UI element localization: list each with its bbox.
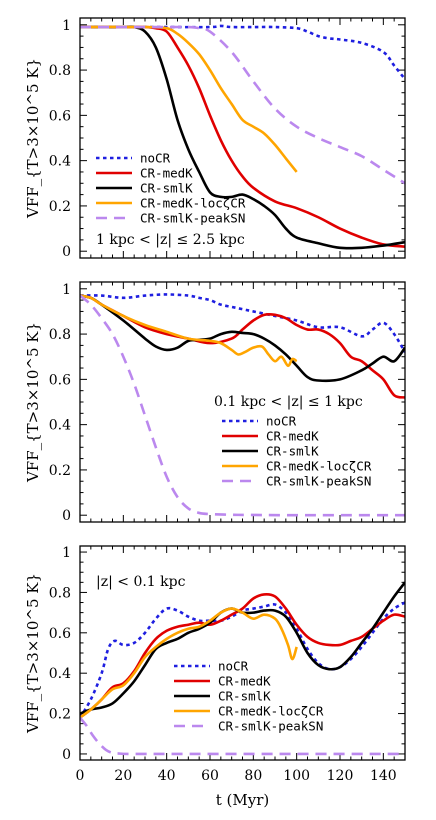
y-tick-label: 0.8: [49, 327, 71, 343]
legend-label: noCR: [140, 151, 171, 166]
y-axis-label: VFF_{T>3×10^5 K}: [24, 322, 42, 483]
y-tick-label: 0.8: [49, 585, 71, 601]
plot-frame: [79, 281, 406, 523]
y-tick-label: 1: [62, 18, 71, 34]
y-axis-label: VFF_{T>3×10^5 K}: [24, 58, 42, 219]
legend-label: CR-medK: [218, 674, 271, 689]
legend-label: CR-medK-locζCR: [140, 196, 246, 211]
legend-label: CR-medK: [140, 166, 193, 181]
plot-frame: [79, 17, 406, 259]
y-tick-label: 0.2: [49, 707, 71, 723]
legend-label: CR-smlK-peakSN: [140, 211, 245, 226]
legend: noCRCR-medKCR-smlKCR-medK-locζCRCR-smlK-…: [222, 414, 372, 489]
legend-label: CR-smlK-peakSN: [218, 719, 323, 734]
x-tick-label: 120: [327, 768, 354, 784]
region-annotation: |z| < 0.1 kpc: [96, 574, 186, 590]
legend-label: noCR: [266, 414, 297, 429]
region-annotation: 1 kpc < |z| ≤ 2.5 kpc: [96, 232, 245, 248]
series-line-CR-medK-locζCR: [80, 25, 298, 173]
legend-label: CR-medK-locζCR: [266, 459, 372, 474]
x-tick-label: 100: [283, 768, 310, 784]
x-tick-label: 80: [244, 768, 262, 784]
y-axis-label: VFF_{T>3×10^5 K}: [24, 573, 42, 734]
legend-label: CR-smlK: [140, 181, 193, 196]
plot-frame: [79, 545, 406, 761]
y-tick-label: 0: [62, 747, 71, 763]
y-tick-label: 0.6: [49, 626, 71, 642]
series-group: [80, 293, 405, 517]
y-tick-label: 0.2: [49, 199, 71, 215]
legend-label: CR-smlK-peakSN: [266, 474, 371, 489]
x-tick-label: 140: [370, 768, 397, 784]
y-tick-label: 0.4: [49, 418, 71, 434]
series-line-noCR: [80, 24, 405, 80]
y-tick-label: 0.6: [49, 108, 71, 124]
y-tick-label: 0: [62, 244, 71, 260]
y-tick-label: 0: [62, 508, 71, 524]
series-group: [80, 581, 405, 756]
legend-label: CR-smlK: [218, 689, 271, 704]
series-line-CR-smlK-peakSN: [80, 25, 405, 185]
x-tick-label: 40: [158, 768, 176, 784]
y-tick-label: 1: [62, 545, 71, 561]
series-line-CR-smlK-peakSN: [80, 294, 405, 517]
legend: noCRCR-medKCR-smlKCR-medK-locζCRCR-smlK-…: [96, 151, 246, 226]
series-line-CR-smlK: [80, 294, 405, 383]
series-line-CR-medK-locζCR: [80, 607, 298, 719]
y-tick-label: 0.6: [49, 372, 71, 388]
series-line-noCR: [80, 293, 405, 353]
x-tick-label: 60: [201, 768, 219, 784]
x-tick-label: 0: [76, 768, 85, 784]
legend-label: CR-smlK: [266, 444, 319, 459]
legend-label: CR-medK-locζCR: [218, 704, 324, 719]
x-axis-label: t (Myr): [216, 791, 270, 809]
panel-bottom: 0 0.2 0.4 0.6 0.8 1 0 20 40 60 80 100 120 140 t (Myr) V…: [24, 545, 406, 809]
legend-label: noCR: [218, 659, 249, 674]
series-line-CR-medK-locζCR: [80, 294, 298, 368]
y-tick-label: 0.8: [49, 63, 71, 79]
series-group: [80, 24, 405, 250]
y-tick-label: 1: [62, 282, 71, 298]
legend: noCRCR-medKCR-smlKCR-medK-locζCRCR-smlK-…: [174, 659, 324, 734]
y-tick-label: 0.2: [49, 463, 71, 479]
y-tick-label: 0.4: [49, 666, 71, 682]
series-line-CR-smlK-peakSN: [80, 716, 405, 756]
series-line-CR-smlK: [80, 25, 405, 250]
region-annotation: 0.1 kpc < |z| ≤ 1 kpc: [214, 394, 363, 410]
legend-label: CR-medK: [266, 429, 319, 444]
series-line-CR-medK: [80, 294, 405, 399]
x-tick-label: 20: [114, 768, 132, 784]
y-tick-label: 0.4: [49, 154, 71, 170]
